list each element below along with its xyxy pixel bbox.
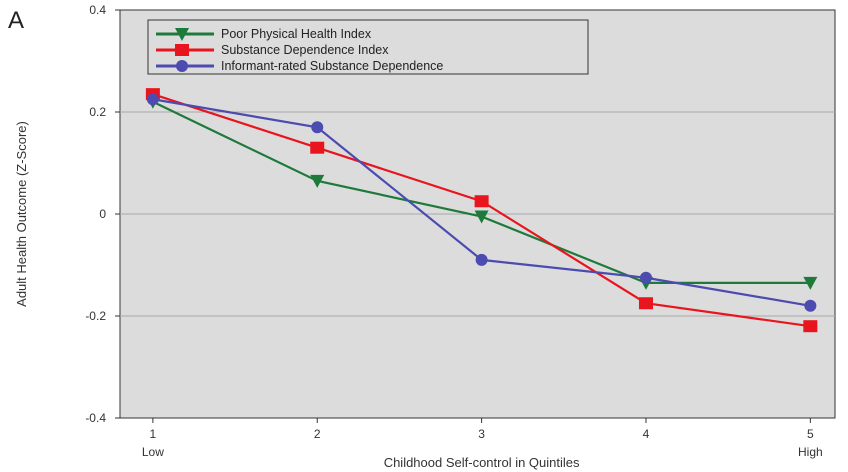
data-point xyxy=(311,121,324,134)
series-group xyxy=(145,88,818,333)
x-tick-label: 2 xyxy=(314,427,321,441)
data-point xyxy=(475,253,488,266)
data-point xyxy=(803,320,818,333)
legend-label: Substance Dependence Index xyxy=(221,43,389,57)
y-tick-label: 0 xyxy=(99,207,106,221)
panel-label: A xyxy=(8,7,24,34)
legend-marker xyxy=(176,60,188,72)
legend-item: Substance Dependence Index xyxy=(156,43,389,57)
x-tick-label: 3 xyxy=(478,427,485,441)
x-axis: 1 2 3 4 5 xyxy=(150,418,814,441)
legend-label: Poor Physical Health Index xyxy=(221,27,372,41)
data-point xyxy=(803,276,818,290)
y-axis-label: Adult Health Outcome (Z-Score) xyxy=(14,121,29,307)
y-tick-label: 0.4 xyxy=(89,3,106,17)
legend-label: Informant-rated Substance Dependence xyxy=(221,59,443,73)
legend-item: Poor Physical Health Index xyxy=(156,27,372,41)
data-point xyxy=(639,271,652,284)
data-point xyxy=(146,93,159,106)
y-tick-label: -0.4 xyxy=(85,411,106,425)
y-tick-label: -0.2 xyxy=(85,309,106,323)
x-high-label: High xyxy=(798,445,823,459)
data-point xyxy=(310,141,325,154)
legend-item: Informant-rated Substance Dependence xyxy=(156,59,443,73)
x-tick-label: 4 xyxy=(643,427,650,441)
data-point xyxy=(310,174,325,188)
data-point xyxy=(474,210,489,224)
legend-marker xyxy=(175,44,189,56)
y-tick-label: 0.2 xyxy=(89,105,106,119)
x-tick-label: 5 xyxy=(807,427,814,441)
data-point xyxy=(474,195,489,208)
y-axis: -0.4 -0.2 0 0.2 0.4 xyxy=(85,3,120,425)
data-point xyxy=(804,299,817,312)
x-axis-label: Childhood Self-control in Quintiles xyxy=(384,455,580,470)
legend: Poor Physical Health Index Substance Depe… xyxy=(147,19,589,75)
x-tick-label: 1 xyxy=(150,427,157,441)
legend-box xyxy=(147,19,589,75)
x-low-label: Low xyxy=(142,445,164,459)
legend-marker xyxy=(175,28,189,41)
data-point xyxy=(638,297,653,310)
series-3 xyxy=(146,93,817,312)
